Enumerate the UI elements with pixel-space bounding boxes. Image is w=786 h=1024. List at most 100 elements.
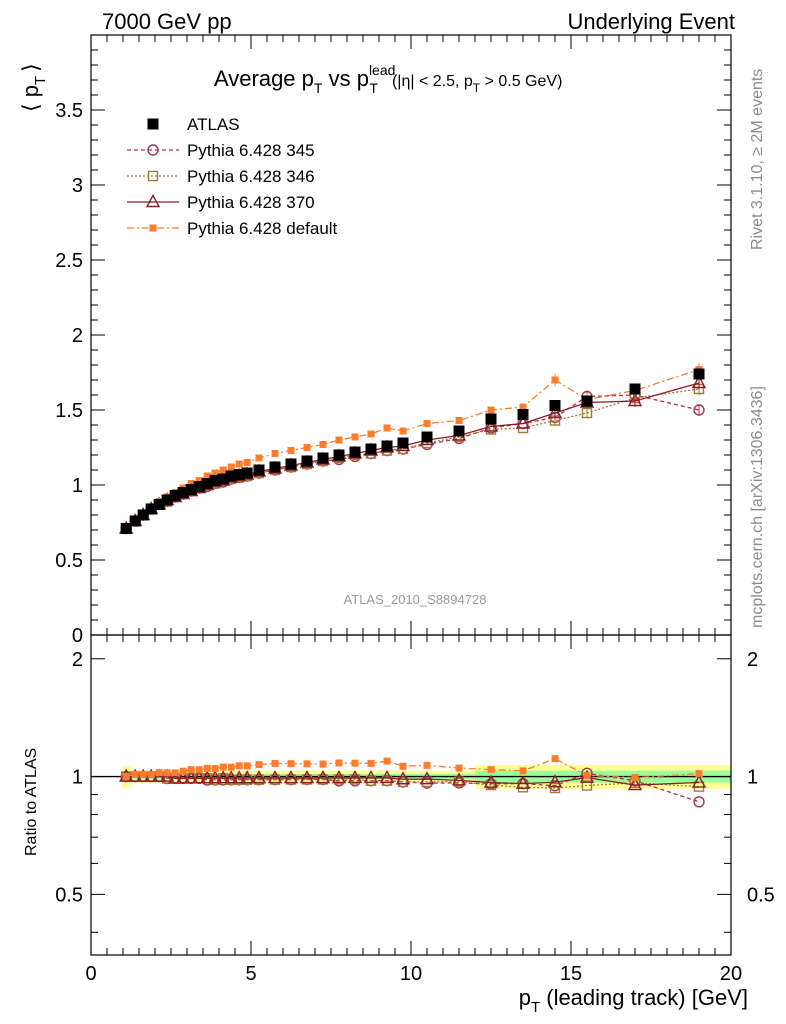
ratio-point	[175, 770, 191, 784]
ratio-point	[395, 771, 411, 785]
data-point	[693, 368, 705, 380]
data-point	[225, 470, 237, 482]
data-point	[421, 431, 433, 443]
ratio-point	[283, 770, 299, 784]
data-point	[185, 484, 197, 495]
data-point	[241, 467, 253, 479]
y-tick-label: 2.5	[55, 250, 83, 272]
ratio-point	[287, 760, 295, 768]
data-point	[217, 473, 229, 485]
ratio-point	[122, 773, 130, 781]
data-point	[187, 480, 195, 487]
legend-marker	[149, 224, 157, 232]
data-point	[209, 475, 221, 486]
y-tick-label: 1	[72, 475, 83, 497]
legend-label: ATLAS	[187, 115, 240, 134]
ratio-point	[351, 759, 359, 767]
series-line	[125, 382, 700, 529]
analysis-watermark: ATLAS_2010_S8894728	[344, 592, 487, 607]
legend-marker	[147, 170, 159, 182]
data-point	[153, 499, 165, 510]
ratio-y-tick-label-right: 1	[747, 767, 758, 789]
xlabel-rest: (leading track) [GeV]	[540, 985, 748, 1010]
series-0	[120, 368, 705, 534]
ratio-point	[271, 759, 279, 767]
ratio-point	[219, 763, 227, 771]
ratio-point	[517, 782, 529, 793]
y-tick-label: 2	[72, 325, 83, 347]
ratio-point	[267, 770, 283, 784]
data-point	[129, 515, 141, 527]
ratio-point	[131, 770, 139, 778]
ylabel-sub: T	[32, 76, 49, 85]
title-sub-t: T	[314, 80, 323, 96]
data-point	[203, 472, 211, 480]
ratio-point	[483, 774, 499, 788]
y-tick-label: 0	[72, 625, 83, 647]
data-point	[255, 454, 263, 462]
data-point	[399, 427, 407, 435]
data-point	[381, 440, 393, 452]
data-point	[319, 441, 327, 448]
ratio-frame	[90, 634, 732, 956]
ratio-point	[693, 796, 705, 808]
header-right: Underlying Event	[567, 9, 735, 34]
data-point	[365, 443, 377, 455]
x-tick-label: 10	[400, 963, 422, 985]
xlabel-sub: T	[531, 999, 540, 1016]
ratio-point	[551, 755, 559, 763]
ratio-point	[549, 782, 561, 794]
ratio-series-3	[119, 768, 707, 791]
ratio-y-tick-label-right: 2	[747, 649, 758, 671]
data-point	[303, 444, 311, 451]
x-tick-label: 20	[720, 963, 742, 985]
ratio-point	[379, 769, 395, 784]
ratio-point	[691, 774, 707, 788]
plot-title: Average pT vs plead T (|η| < 2.5, pT > 0.5…	[214, 62, 562, 96]
title-cuts-b: > 0.5 GeV)	[480, 73, 562, 90]
data-point	[271, 450, 279, 457]
data-point	[201, 478, 213, 489]
ratio-point	[243, 762, 251, 770]
data-point	[227, 463, 235, 471]
ylabel-end: ⟩	[18, 63, 43, 72]
ratio-point	[163, 769, 171, 777]
data-point	[145, 503, 157, 515]
ratio-point	[199, 770, 215, 784]
data-point	[333, 449, 345, 461]
legend-label: Pythia 6.428 346	[187, 167, 315, 186]
ratio-point	[519, 767, 527, 775]
ratio-point	[695, 770, 703, 778]
ratio-point	[423, 761, 431, 769]
title-sub-t2: T	[369, 80, 378, 96]
ratio-point	[191, 770, 207, 784]
main-panel: 0 0.5 1 1.5 2 2.5 3 3.5	[55, 34, 732, 647]
data-point	[285, 458, 297, 470]
data-point	[397, 437, 409, 449]
xlabel-main: p	[519, 985, 531, 1010]
ratio-series-4	[122, 755, 703, 782]
ratio-y-tick-label: 2	[72, 649, 83, 671]
ratio-point	[347, 770, 363, 784]
data-point	[253, 464, 265, 476]
ratio-series-line	[126, 757, 700, 779]
ratio-point	[363, 769, 379, 784]
ratio-point	[627, 777, 643, 791]
main-axis-ticks: 0 0.5 1 1.5 2 2.5 3 3.5	[55, 35, 732, 647]
ratio-point	[139, 770, 147, 778]
ratio-point	[383, 757, 391, 765]
data-point	[177, 487, 189, 498]
ylabel-main: ⟨ p	[18, 85, 43, 112]
data-point	[517, 409, 529, 420]
data-point	[423, 420, 431, 427]
ratio-point	[167, 770, 183, 784]
series-2	[120, 382, 705, 534]
title-sup-lead: lead	[369, 62, 395, 78]
title-main: Average p	[214, 66, 314, 91]
ratio-point	[207, 770, 223, 784]
y-tick-label: 1.5	[55, 400, 83, 422]
ratio-y-tick-label-right: 0.5	[747, 884, 775, 906]
ratio-point	[335, 759, 343, 767]
data-point	[269, 461, 281, 473]
